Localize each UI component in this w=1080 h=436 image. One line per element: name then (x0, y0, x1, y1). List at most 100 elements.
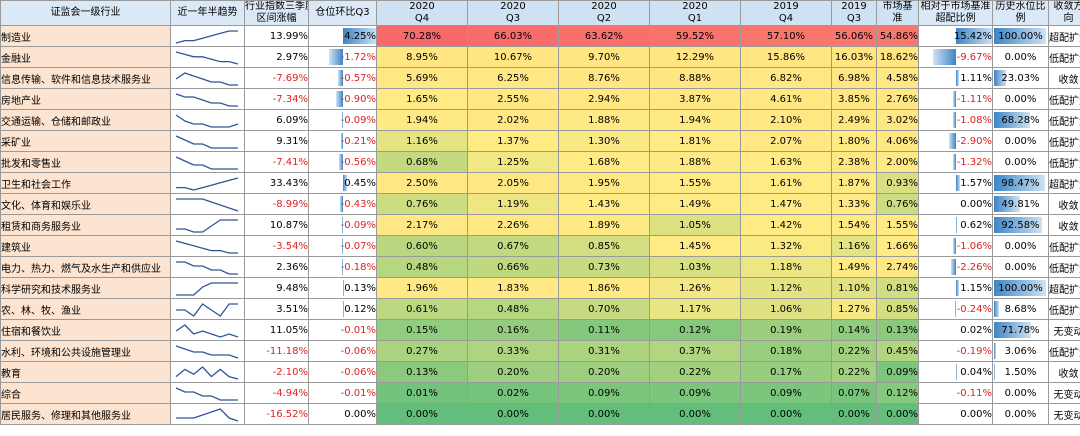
convergence-direction: 超配扩大 (1048, 25, 1080, 47)
sparkline-line (175, 93, 238, 107)
quarter-weight-4: 1.49% (649, 193, 741, 215)
quarter-weight-6: 0.22% (831, 361, 877, 383)
header-period-2: 2020 Q3 (467, 0, 559, 26)
quarter-weight-2: 0.48% (467, 298, 559, 320)
historical-level: 0.00% (992, 130, 1049, 152)
header-benchmark: 市场基准 (876, 0, 919, 26)
overweight-ratio: 0.04% (918, 361, 993, 383)
quarter-weight-2: 0.33% (467, 340, 559, 362)
historical-level: 3.06% (992, 340, 1049, 362)
convergence-direction: 低配扩大 (1048, 151, 1080, 173)
overweight-bar (952, 154, 956, 170)
quarter-weight-5: 1.06% (740, 298, 832, 320)
quarter-weight-1: 0.61% (376, 298, 468, 320)
quarter-weight-4: 1.17% (649, 298, 741, 320)
historical-level: 100.00% (992, 25, 1049, 47)
position-change: -0.07% (308, 235, 377, 257)
quarter-weight-1: 0.15% (376, 319, 468, 341)
quarter-weight-2: 2.02% (467, 109, 559, 131)
sparkline-line (176, 303, 238, 317)
overweight-bar (955, 301, 956, 317)
historical-level: 71.78% (992, 319, 1049, 341)
index-change: 11.05% (244, 319, 309, 341)
sparkline-line (175, 72, 238, 86)
sparkline-line (175, 366, 239, 380)
sparkline-chart (175, 366, 239, 380)
quarter-weight-5: 1.47% (740, 193, 832, 215)
benchmark-weight: 54.86% (876, 25, 919, 47)
sparkline-chart (175, 240, 238, 254)
quarter-weight-3: 1.43% (558, 193, 650, 215)
header-period-3: 2020 Q2 (558, 0, 650, 26)
index-change: -16.52% (244, 403, 309, 425)
position-change-bar (342, 238, 343, 254)
trend-sparkline (170, 403, 245, 425)
index-change: 3.51% (244, 298, 309, 320)
position-change-bar (343, 280, 345, 296)
industry-name: 文化、体育和娱乐业 (0, 193, 171, 215)
quarter-weight-4: 0.00% (649, 403, 741, 425)
convergence-direction: 收敛 (1048, 214, 1080, 236)
quarter-weight-1: 0.27% (376, 340, 468, 362)
quarter-weight-6: 1.49% (831, 256, 877, 278)
table-row: 水利、环境和公共设施管理业 -11.18% -0.06% 0.27% 0.33% 0.31… (0, 340, 1080, 362)
index-change: -7.69% (244, 67, 309, 89)
historical-level-bar (994, 364, 995, 380)
quarter-weight-2: 6.25% (467, 67, 559, 89)
quarter-weight-5: 1.18% (740, 256, 832, 278)
overweight-ratio: 0.02% (918, 319, 993, 341)
quarter-weight-4: 0.12% (649, 319, 741, 341)
quarter-weight-3: 1.88% (558, 109, 650, 131)
quarter-weight-3: 0.73% (558, 256, 650, 278)
quarter-weight-4: 1.94% (649, 109, 741, 131)
historical-level-bar (994, 70, 1006, 86)
quarter-weight-5: 1.12% (740, 277, 832, 299)
benchmark-weight: 0.81% (876, 277, 919, 299)
trend-sparkline (170, 130, 245, 152)
sparkline-chart (176, 177, 239, 191)
benchmark-weight: 0.76% (876, 193, 919, 215)
quarter-weight-4: 1.81% (649, 130, 741, 152)
quarter-weight-6: 1.33% (831, 193, 877, 215)
industry-name: 科学研究和技术服务业 (0, 277, 171, 299)
overweight-bar (956, 28, 992, 44)
position-change-bar (339, 196, 343, 212)
quarter-weight-5: 1.61% (740, 172, 832, 194)
position-change: 0.00% (308, 403, 377, 425)
convergence-direction: 超配扩大 (1048, 277, 1080, 299)
quarter-weight-5: 0.19% (740, 319, 832, 341)
position-change-bar (342, 217, 343, 233)
position-change: -0.09% (308, 214, 377, 236)
quarter-weight-3: 63.62% (558, 25, 650, 47)
allocation-table: 证监会一级行业 近一年半趋势 行业指数三季度 区间涨幅 仓位环比Q3 2020 Q4… (0, 0, 1080, 425)
sparkline-line (176, 282, 238, 296)
position-change: 0.13% (308, 277, 377, 299)
overweight-bar (950, 259, 956, 275)
header-trend: 近一年半趋势 (170, 0, 245, 26)
index-change: 2.36% (244, 256, 309, 278)
overweight-ratio: 0.62% (918, 214, 993, 236)
quarter-weight-5: 15.86% (740, 46, 832, 68)
benchmark-weight: 1.66% (876, 235, 919, 257)
sparkline-chart (175, 114, 239, 128)
trend-sparkline (170, 67, 245, 89)
convergence-direction: 无变动 (1048, 403, 1080, 425)
historical-level-bar (994, 343, 996, 359)
industry-name: 卫生和社会工作 (0, 172, 171, 194)
convergence-direction: 低配扩大 (1048, 235, 1080, 257)
industry-name: 综合 (0, 382, 171, 404)
convergence-direction: 收敛 (1048, 361, 1080, 383)
table-row: 信息传输、软件和信息技术服务业 -7.69% -0.57% 5.69% 6.25% 8.7… (0, 67, 1080, 89)
sparkline-chart (175, 135, 238, 149)
quarter-weight-2: 1.19% (467, 193, 559, 215)
quarter-weight-1: 1.94% (376, 109, 468, 131)
quarter-weight-1: 1.16% (376, 130, 468, 152)
sparkline-chart (176, 261, 238, 275)
quarter-weight-4: 0.09% (649, 382, 741, 404)
historical-level: 1.50% (992, 361, 1049, 383)
position-change-bar (343, 28, 376, 44)
quarter-weight-6: 3.85% (831, 88, 877, 110)
overweight-bar (953, 91, 956, 107)
quarter-weight-1: 2.17% (376, 214, 468, 236)
